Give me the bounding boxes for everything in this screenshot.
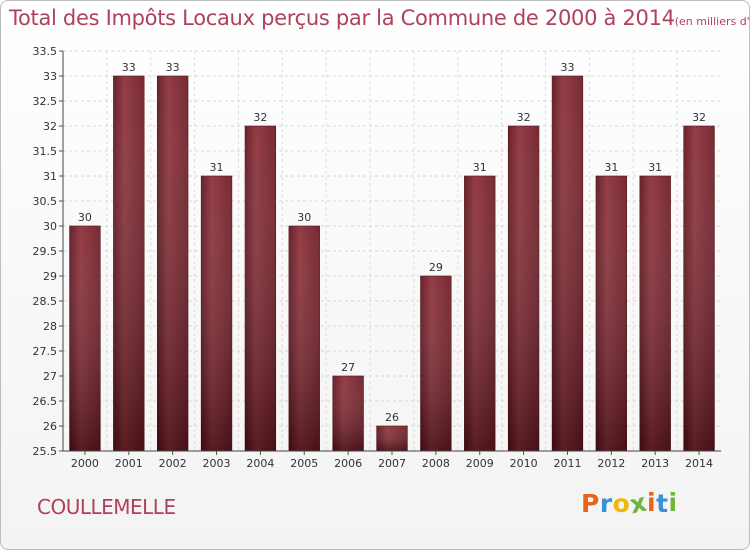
data-label-2005: 30 bbox=[297, 211, 311, 224]
data-label-2008: 29 bbox=[429, 261, 443, 274]
data-label-2003: 31 bbox=[210, 161, 224, 174]
data-label-2007: 26 bbox=[385, 411, 399, 424]
data-label-2001: 33 bbox=[122, 61, 136, 74]
y-tick-label: 26.5 bbox=[33, 395, 58, 408]
bar-shade-2007 bbox=[376, 426, 408, 451]
y-tick-label: 33 bbox=[43, 70, 57, 83]
y-tick-label: 26 bbox=[43, 420, 57, 433]
logo-letter: o bbox=[612, 489, 631, 518]
logo-letter: r bbox=[599, 489, 613, 518]
x-tick-label-2013: 2013 bbox=[641, 457, 669, 470]
data-label-2011: 33 bbox=[560, 61, 574, 74]
chart-title: Total des Impôts Locaux perçus par la Co… bbox=[9, 6, 750, 30]
y-tick-label: 28.5 bbox=[33, 295, 58, 308]
logo-letter: P bbox=[581, 489, 600, 518]
bar-shade-2005 bbox=[288, 226, 320, 451]
y-tick-label: 33.5 bbox=[33, 45, 58, 58]
commune-name: COULLEMELLE bbox=[37, 495, 176, 519]
bar-shade-2001 bbox=[113, 76, 145, 451]
logo-letter: i bbox=[647, 488, 657, 517]
y-tick-label: 27.5 bbox=[33, 345, 58, 358]
x-tick-label-2010: 2010 bbox=[510, 457, 538, 470]
y-tick-label: 30.5 bbox=[33, 195, 58, 208]
bar-shade-2003 bbox=[201, 176, 232, 451]
labels-layer: 25.5 26 26.5 27 27.5 28 28.5 29 29.5 30 30.5 31 31.5… bbox=[33, 45, 714, 470]
logo-letter: t bbox=[656, 489, 669, 518]
proxiti-logo[interactable]: Proxiti bbox=[581, 488, 678, 520]
y-tick-label: 29 bbox=[43, 270, 57, 283]
x-tick-label-2005: 2005 bbox=[290, 457, 318, 470]
data-label-2009: 31 bbox=[473, 161, 487, 174]
data-label-2000: 30 bbox=[78, 211, 92, 224]
data-label-2010: 32 bbox=[517, 111, 531, 124]
bar-shade-2012 bbox=[595, 176, 627, 451]
x-tick-label-2001: 2001 bbox=[115, 457, 143, 470]
x-tick-label-2006: 2006 bbox=[334, 457, 362, 470]
y-tick-label: 32 bbox=[43, 120, 57, 133]
x-tick-label-2003: 2003 bbox=[203, 457, 231, 470]
bars-layer bbox=[69, 75, 715, 452]
bar-shade-2013 bbox=[639, 176, 671, 451]
chart-subtitle: (en milliers d'€) bbox=[674, 15, 750, 28]
x-tick-label-2014: 2014 bbox=[685, 457, 713, 470]
bar-shade-2002 bbox=[157, 76, 189, 451]
bar-shade-2014 bbox=[683, 126, 715, 451]
axis-layer bbox=[59, 50, 721, 455]
bar-shade-2006 bbox=[332, 376, 364, 451]
data-label-2004: 32 bbox=[253, 111, 267, 124]
x-tick-label-2004: 2004 bbox=[246, 457, 274, 470]
data-label-2002: 33 bbox=[166, 61, 180, 74]
x-tick-label-2000: 2000 bbox=[71, 457, 99, 470]
x-tick-label-2008: 2008 bbox=[422, 457, 450, 470]
bar-shade-2008 bbox=[420, 276, 452, 451]
bar-shade-2000 bbox=[69, 226, 101, 451]
y-tick-label: 31 bbox=[43, 170, 57, 183]
data-label-2012: 31 bbox=[604, 161, 618, 174]
y-tick-label: 28 bbox=[43, 320, 57, 333]
y-tick-label: 25.5 bbox=[33, 445, 58, 458]
x-tick-label-2011: 2011 bbox=[553, 457, 581, 470]
bar-shade-2011 bbox=[552, 76, 583, 451]
data-label-2006: 27 bbox=[341, 361, 355, 374]
y-tick-label: 30 bbox=[43, 220, 57, 233]
x-tick-label-2009: 2009 bbox=[466, 457, 494, 470]
y-tick-label: 27 bbox=[43, 370, 57, 383]
x-tick-label-2012: 2012 bbox=[597, 457, 625, 470]
x-tick-label-2007: 2007 bbox=[378, 457, 406, 470]
data-label-2014: 32 bbox=[692, 111, 706, 124]
y-tick-label: 31.5 bbox=[33, 145, 58, 158]
chart-title-text: Total des Impôts Locaux perçus par la Co… bbox=[9, 6, 675, 30]
logo-letter: i bbox=[668, 488, 678, 517]
y-tick-label: 29.5 bbox=[33, 245, 58, 258]
y-tick-label: 32.5 bbox=[33, 95, 58, 108]
bar-shade-2010 bbox=[508, 126, 539, 451]
bar-shade-2004 bbox=[245, 126, 276, 451]
x-tick-label-2002: 2002 bbox=[159, 457, 187, 470]
data-label-2013: 31 bbox=[648, 161, 662, 174]
bar-shade-2009 bbox=[464, 176, 496, 451]
